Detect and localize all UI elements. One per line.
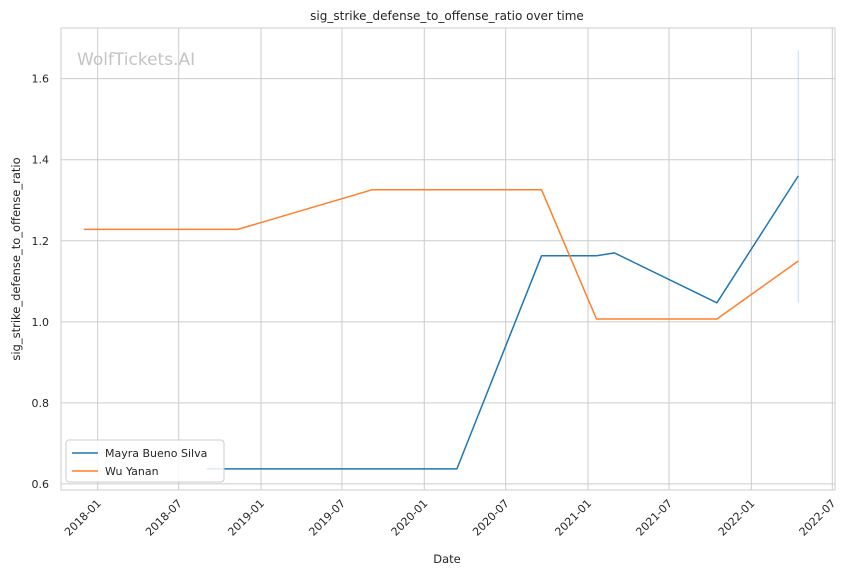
y-tick-label: 1.2 (32, 235, 50, 248)
x-tick-label: 2021-01 (552, 497, 594, 539)
x-tick-label: 2018-07 (143, 497, 185, 539)
legend-box (65, 439, 225, 483)
x-tick-label: 2021-07 (633, 497, 675, 539)
series-layer (83, 50, 799, 470)
x-gridlines (97, 28, 833, 490)
y-tick-label: 0.8 (32, 397, 50, 410)
y-axis-label: sig_strike_defense_to_offense_ratio (9, 157, 23, 360)
x-tick-label: 2022-07 (797, 497, 839, 539)
y-gridlines (61, 78, 835, 485)
series-line-wu-yanan (83, 188, 799, 320)
y-tick-labels: 0.6 0.8 1.0 1.2 1.4 1.6 (32, 73, 50, 491)
legend-label-mayra-bueno-silva: Mayra Bueno Silva (105, 447, 207, 460)
y-tick-label: 1.6 (32, 73, 50, 86)
y-tick-label: 1.4 (32, 154, 50, 167)
y-tick-label: 1.0 (32, 316, 50, 329)
y-tick-label: 0.6 (32, 478, 50, 491)
x-tick-label: 2019-01 (225, 497, 267, 539)
x-tick-label: 2020-07 (470, 497, 512, 539)
x-tick-label: 2019-07 (306, 497, 348, 539)
series-line-mayra-bueno-silva (206, 175, 799, 470)
watermark-text: WolfTickets.AI (77, 50, 195, 70)
x-tick-label: 2022-01 (716, 497, 758, 539)
legend-label-wu-yanan: Wu Yanan (105, 465, 159, 478)
plot-area (60, 27, 836, 491)
x-tick-label: 2020-01 (389, 497, 431, 539)
x-tick-label: 2018-01 (62, 497, 104, 539)
legend: Mayra Bueno Silva Wu Yanan (65, 439, 225, 483)
x-axis-label: Date (433, 552, 461, 566)
chart-title: sig_strike_defense_to_offense_ratio over… (310, 9, 584, 23)
x-tick-labels: 2018-01 2018-07 2019-01 2019-07 2020-01 2020-… (62, 497, 838, 539)
